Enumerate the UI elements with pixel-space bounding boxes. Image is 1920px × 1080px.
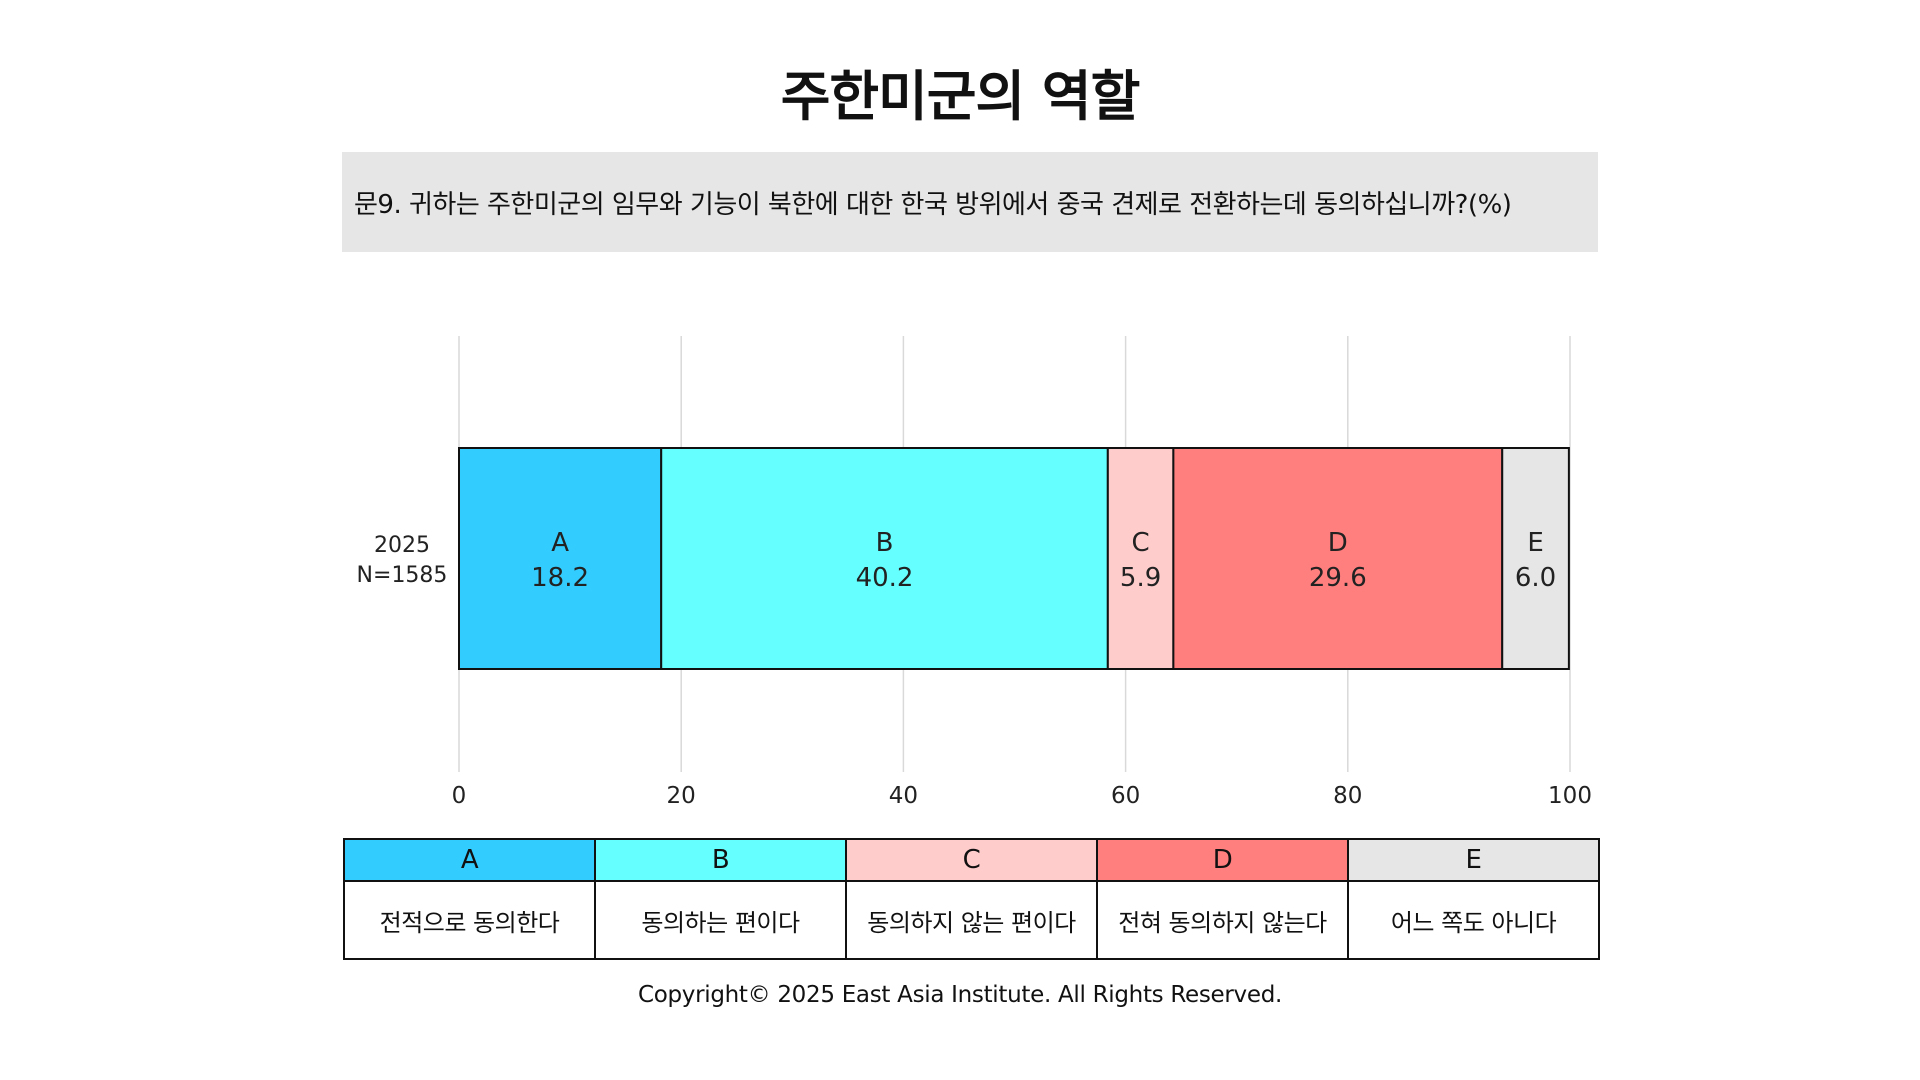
segment-label-d: D [1328,528,1348,558]
segment-value-c: 5.9 [1120,563,1161,593]
segment-value-a: 18.2 [531,563,589,593]
stacked-bar-chart: 0 20 40 60 80 100 2025 N=1585 A 18.2 B 40.2 C 5.9 D 29.… [357,336,1592,809]
bar-segment-a [458,447,663,670]
segment-value-e: 6.0 [1515,563,1556,593]
segment-label-c: C [1132,528,1150,558]
bar-segment-b [660,447,1109,670]
segment-label-e: E [1527,528,1543,558]
question-box: 문9. 귀하는 주한미군의 임무와 기능이 북한에 대한 한국 방위에서 중국 … [342,152,1598,252]
legend-key-d: D [1096,838,1349,882]
x-tick-label-60: 60 [1111,783,1140,809]
question-text: 문9. 귀하는 주한미군의 임무와 기능이 북한에 대한 한국 방위에서 중국 … [354,189,1512,220]
legend-label-e: 어느 쪽도 아니다 [1347,880,1600,960]
segment-label-b: B [876,528,894,558]
legend-label-d: 전혀 동의하지 않는다 [1096,880,1349,960]
bar-segment-d [1172,447,1504,670]
legend-label-b: 동의하는 편이다 [594,880,847,960]
bar-segment-e [1501,447,1570,670]
legend-label-row: 전적으로 동의한다 동의하는 편이다 동의하지 않는 편이다 전혀 동의하지 않는다 어… [343,880,1600,960]
legend-key-b: B [594,838,847,882]
category-label-line-1: 2025 [374,533,430,558]
copyright-text: Copyright© 2025 East Asia Institute. All… [637,982,1283,1008]
category-label-line-2: N=1585 [357,563,448,588]
legend-key-c: C [845,838,1098,882]
segment-label-a: A [551,528,569,558]
legend-label-a: 전적으로 동의한다 [343,880,596,960]
chart-title: 주한미군의 역할 [780,65,1141,128]
x-tick-label-0: 0 [452,783,467,809]
x-tick-label-100: 100 [1548,783,1592,809]
segment-value-b: 40.2 [856,563,914,593]
legend-label-c: 동의하지 않는 편이다 [845,880,1098,960]
legend-key-e: E [1347,838,1600,882]
x-tick-label-40: 40 [889,783,918,809]
x-tick-label-80: 80 [1333,783,1362,809]
x-tick-label-20: 20 [667,783,696,809]
legend-key-a: A [343,838,596,882]
bar-segment-c [1106,447,1175,670]
segment-value-d: 29.6 [1309,563,1367,593]
